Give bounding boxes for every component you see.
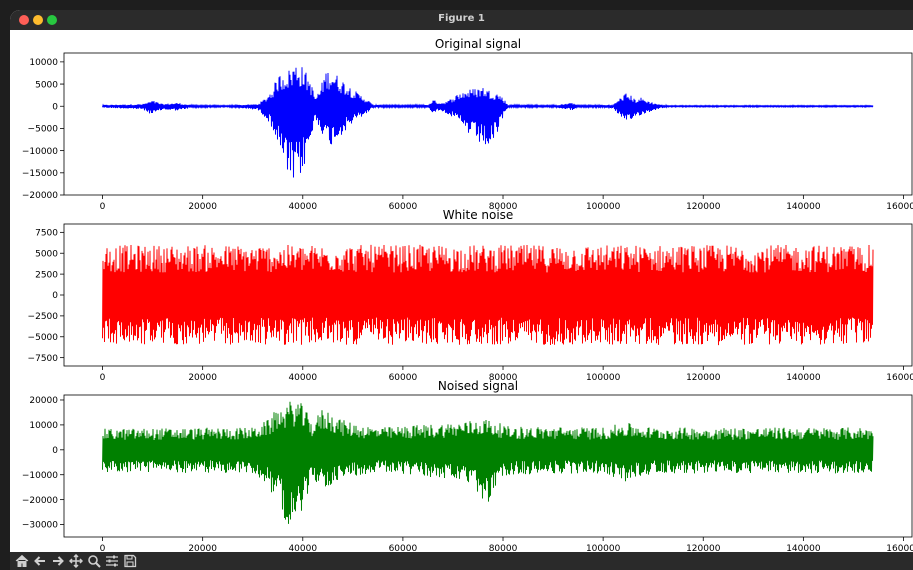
signal-trace [102, 67, 874, 178]
x-tick-label: 80000 [489, 373, 518, 383]
home-icon [15, 554, 29, 567]
x-tick-label: 60000 [389, 544, 418, 552]
x-tick-label: 0 [100, 373, 106, 383]
zoom-icon [88, 555, 101, 568]
y-tick-label: −10000 [22, 471, 58, 481]
home-button[interactable] [13, 552, 31, 570]
y-tick-label: −5000 [28, 333, 59, 343]
x-tick-label: 140000 [786, 202, 821, 212]
x-tick-label: 140000 [786, 373, 821, 383]
y-tick-label: −20000 [22, 191, 58, 201]
x-tick-label: 60000 [389, 373, 418, 383]
configure-subplots-button[interactable] [103, 552, 121, 570]
subplot-2: White noise 0 20000 40000 60000 80000 100000 12… [28, 208, 913, 383]
signal-trace [102, 401, 874, 524]
save-icon [124, 554, 137, 568]
y-tick-label: 10000 [29, 421, 58, 431]
y-tick-label: −15000 [22, 169, 58, 179]
title-bar: Figure 1 [10, 10, 913, 30]
x-tick-label: 160000 [886, 202, 913, 212]
x-tick-label: 40000 [288, 202, 317, 212]
x-tick-label: 0 [100, 544, 106, 552]
axes-frame [63, 52, 913, 196]
axes-frame [63, 394, 913, 538]
save-button[interactable] [121, 552, 139, 570]
x-tick-label: 100000 [586, 373, 621, 383]
forward-icon [53, 556, 64, 566]
pan-button[interactable] [67, 552, 85, 570]
y-tick-label: −30000 [22, 521, 58, 531]
x-tick-label: 100000 [586, 544, 621, 552]
plots-svg: Original signal 0 20000 40000 60000 80000 1000… [22, 37, 913, 554]
pan-icon [69, 554, 83, 568]
x-tick-label: 160000 [886, 544, 913, 552]
y-tick-label: 10000 [29, 58, 58, 68]
window-title: Figure 1 [438, 13, 485, 24]
back-icon [34, 556, 45, 566]
x-tick-label: 40000 [288, 373, 317, 383]
minimize-button[interactable] [33, 15, 43, 25]
forward-button[interactable] [49, 552, 67, 570]
x-tick-label: 160000 [886, 373, 913, 383]
navigation-toolbar [10, 552, 913, 570]
configure-subplots-icon [106, 555, 118, 567]
x-tick-label: 80000 [489, 202, 518, 212]
y-tick-label: 20000 [29, 396, 58, 406]
y-tick-label: 0 [52, 102, 58, 112]
y-tick-label: 5000 [35, 80, 58, 90]
y-tick-label: −10000 [22, 147, 58, 157]
x-tick-label: 20000 [188, 202, 217, 212]
y-tick-label: −7500 [28, 354, 59, 364]
x-tick-label: 20000 [188, 544, 217, 552]
subplot-title: Noised signal [438, 379, 518, 393]
y-tick-label: −20000 [22, 496, 58, 506]
x-tick-label: 0 [100, 202, 106, 212]
x-tick-label: 100000 [586, 202, 621, 212]
y-tick-label: 2500 [35, 270, 58, 280]
x-tick-label: 120000 [686, 202, 721, 212]
zoom-button[interactable] [47, 15, 57, 25]
back-button[interactable] [31, 552, 49, 570]
y-tick-label: 0 [52, 291, 58, 301]
x-tick-label: 60000 [389, 202, 418, 212]
subplot-1: Original signal 0 20000 40000 60000 80000 1000… [22, 37, 913, 212]
y-tick-label: 7500 [35, 229, 58, 239]
x-tick-label: 140000 [786, 544, 821, 552]
y-tick-label: 0 [52, 446, 58, 456]
zoom-rect-button[interactable] [85, 552, 103, 570]
subplot-title: White noise [443, 208, 514, 222]
x-tick-label: 20000 [188, 373, 217, 383]
x-tick-label: 120000 [686, 373, 721, 383]
signal-trace [102, 244, 874, 346]
close-button[interactable] [19, 15, 29, 25]
figure-canvas: Original signal 0 20000 40000 60000 80000 1000… [10, 30, 913, 554]
figure-window: Figure 1 Original signal 0 20000 40000 60000… [10, 10, 913, 570]
subplot-title: Original signal [435, 37, 521, 51]
x-tick-label: 120000 [686, 544, 721, 552]
y-tick-label: −2500 [28, 312, 59, 322]
x-tick-label: 80000 [489, 544, 518, 552]
x-tick-label: 40000 [288, 544, 317, 552]
y-tick-label: −5000 [28, 125, 59, 135]
y-tick-label: 5000 [35, 249, 58, 259]
